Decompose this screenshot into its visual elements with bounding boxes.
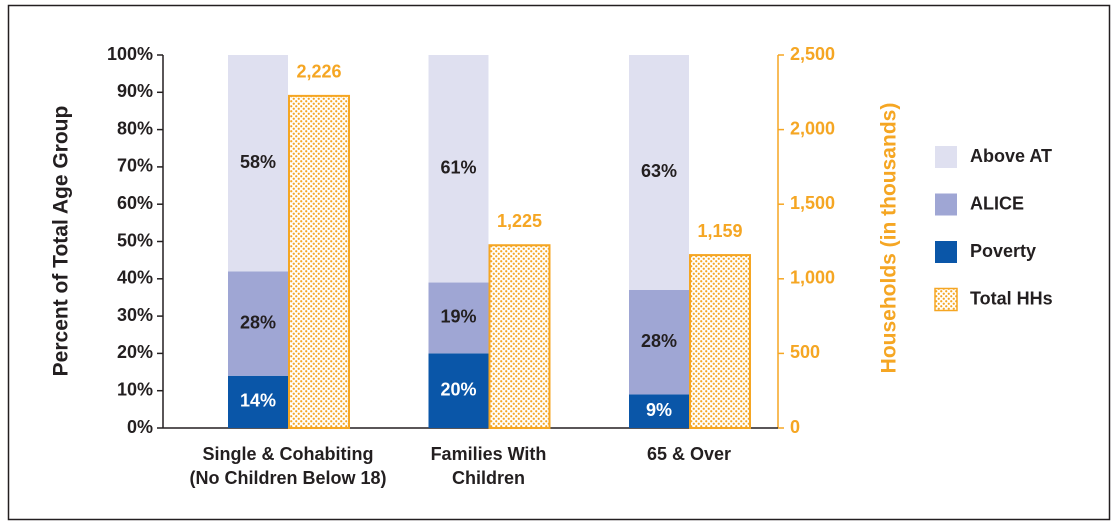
y2-tick-label: 2,000 bbox=[790, 118, 835, 138]
y-tick-label: 10% bbox=[117, 379, 153, 399]
value-label: 14% bbox=[240, 391, 276, 411]
y-tick-label: 30% bbox=[117, 305, 153, 325]
bar-segment bbox=[428, 353, 489, 428]
y2-tick-label: 0 bbox=[790, 417, 800, 437]
legend-label: Total HHs bbox=[970, 288, 1053, 308]
value-label: 1,159 bbox=[697, 221, 742, 241]
legend-swatch bbox=[935, 193, 957, 216]
legend-swatch bbox=[934, 287, 958, 312]
bar-segment bbox=[228, 55, 288, 272]
value-label: 63% bbox=[641, 161, 677, 181]
y-axis-title: Percent of Total Age Group bbox=[50, 106, 73, 377]
total-bar bbox=[488, 244, 551, 429]
y-tick-label: 50% bbox=[117, 230, 153, 250]
bar-segment bbox=[428, 55, 489, 283]
y2-tick-label: 1,000 bbox=[790, 268, 835, 288]
y-tick-label: 70% bbox=[117, 156, 153, 176]
y-tick-label: 60% bbox=[117, 193, 153, 213]
bar-segment bbox=[428, 282, 489, 354]
x-tick-label: (No Children Below 18) bbox=[189, 468, 386, 488]
y2-tick-label: 500 bbox=[790, 342, 820, 362]
bar-segment bbox=[629, 55, 689, 290]
value-label: 19% bbox=[440, 307, 476, 327]
total-bar bbox=[689, 254, 751, 429]
value-label: 9% bbox=[646, 400, 672, 420]
bar-segment bbox=[228, 375, 288, 428]
legend-label: Poverty bbox=[970, 241, 1036, 261]
y2-axis-title: Households (in thousands) bbox=[878, 103, 901, 374]
bar-segment bbox=[629, 394, 689, 428]
y-tick-label: 0% bbox=[127, 417, 153, 437]
x-tick-label: Families With bbox=[431, 444, 547, 464]
value-label: 2,226 bbox=[296, 62, 341, 82]
legend-label: Above AT bbox=[970, 146, 1052, 166]
total-bar bbox=[288, 94, 350, 429]
y2-tick-label: 1,500 bbox=[790, 193, 835, 213]
chart-frame bbox=[7, 4, 1111, 521]
y-tick-label: 40% bbox=[117, 268, 153, 288]
value-label: 1,225 bbox=[497, 211, 542, 231]
legend-swatch bbox=[935, 241, 957, 263]
y-tick-label: 80% bbox=[117, 118, 153, 138]
x-tick-label: Children bbox=[452, 468, 525, 488]
y-tick-label: 100% bbox=[107, 44, 153, 64]
y2-tick-label: 2,500 bbox=[790, 44, 835, 64]
legend-swatch bbox=[935, 146, 957, 168]
value-label: 28% bbox=[240, 312, 276, 332]
bar-segment bbox=[629, 289, 689, 395]
bar-segment bbox=[228, 271, 288, 376]
x-tick-label: 65 & Over bbox=[647, 444, 731, 464]
y-tick-label: 20% bbox=[117, 342, 153, 362]
y-tick-label: 90% bbox=[117, 81, 153, 101]
value-label: 58% bbox=[240, 152, 276, 172]
x-tick-label: Single & Cohabiting bbox=[203, 444, 374, 464]
value-label: 28% bbox=[641, 331, 677, 351]
legend-label: ALICE bbox=[970, 193, 1024, 213]
value-label: 20% bbox=[440, 379, 476, 399]
value-label: 61% bbox=[440, 158, 476, 178]
